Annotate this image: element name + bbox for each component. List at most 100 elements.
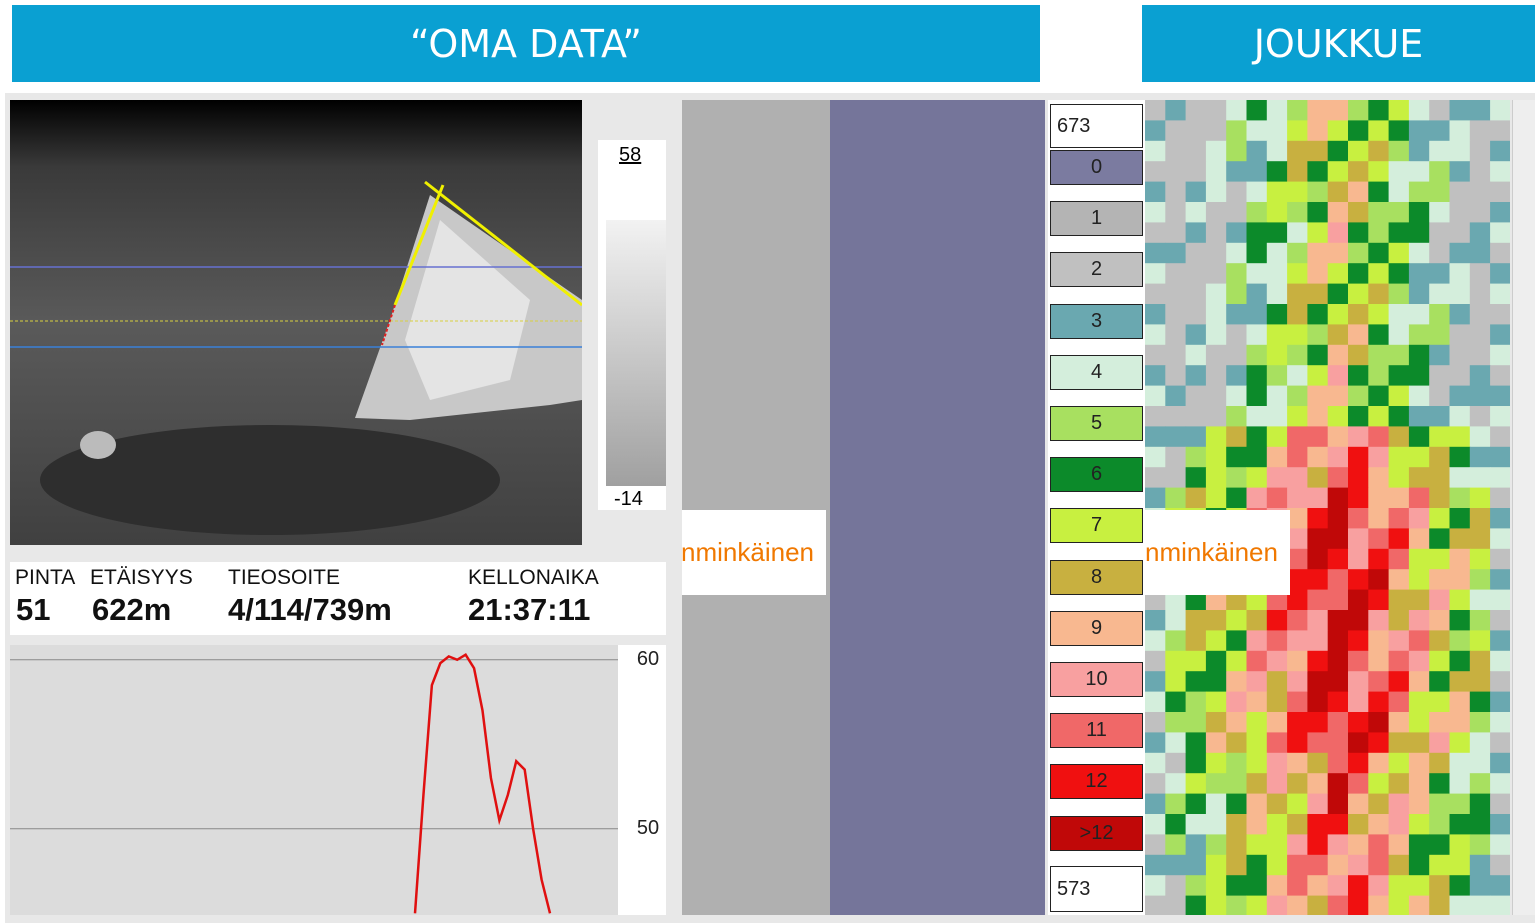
- heat-cell: [1327, 528, 1349, 550]
- heat-cell: [1348, 528, 1369, 550]
- heat-cell: [1307, 426, 1329, 448]
- heat-cell: [1266, 161, 1288, 183]
- heat-cell: [1388, 895, 1410, 915]
- heat-cell: [1226, 344, 1247, 366]
- heat-cell: [1226, 875, 1247, 897]
- heat-cell: [1307, 304, 1329, 325]
- heat-cell: [1226, 691, 1247, 713]
- heat-cell: [1287, 895, 1308, 915]
- heat-cell: [1185, 691, 1207, 713]
- heat-cell: [1327, 834, 1349, 856]
- scrollbar[interactable]: [1512, 100, 1535, 915]
- heat-cell: [1145, 406, 1166, 427]
- heat-cell: [1145, 242, 1166, 264]
- heat-cell: [1185, 202, 1207, 223]
- heat-cell: [1185, 467, 1207, 489]
- heat-cell: [1388, 671, 1410, 693]
- heat-cell: [1490, 222, 1510, 244]
- heat-cell: [1185, 671, 1207, 693]
- heat-cell: [1266, 895, 1288, 915]
- heat-cell: [1145, 712, 1166, 733]
- heat-cell: [1287, 712, 1308, 733]
- heat-cell: [1469, 263, 1491, 285]
- heat-cell: [1368, 365, 1390, 387]
- heat-cell: [1226, 854, 1247, 876]
- heat-cell: [1429, 895, 1450, 915]
- heat-cell: [1490, 242, 1510, 264]
- heat-cell: [1408, 283, 1430, 305]
- heat-cell: [1469, 222, 1491, 244]
- heat-cell: [1490, 834, 1510, 856]
- heat-cell: [1348, 548, 1369, 570]
- heat-cell: [1368, 814, 1390, 835]
- heat-cell: [1246, 691, 1268, 713]
- heat-cell: [1469, 834, 1491, 856]
- popup-text: nminkäinen: [1145, 537, 1278, 567]
- heat-cell: [1429, 446, 1450, 468]
- heat-cell: [1266, 875, 1288, 897]
- heat-cell: [1145, 650, 1166, 672]
- heat-cell: [1165, 161, 1187, 183]
- heat-cell: [1266, 222, 1288, 244]
- heat-cell: [1327, 610, 1349, 631]
- heat-cell: [1429, 691, 1450, 713]
- heat-cell: [1368, 691, 1390, 713]
- heat-cell: [1348, 406, 1369, 427]
- scale-min: -14: [614, 488, 643, 510]
- heat-cell: [1226, 610, 1247, 631]
- heat-cell: [1205, 140, 1227, 162]
- heat-cell: [1429, 304, 1450, 325]
- heat-cell: [1490, 671, 1510, 693]
- heat-cell: [1145, 181, 1166, 203]
- heat-cell: [1469, 712, 1491, 733]
- heat-cell: [1408, 406, 1430, 427]
- heat-cell: [1368, 263, 1390, 285]
- heat-cell: [1307, 814, 1329, 835]
- heat-cell: [1490, 283, 1510, 305]
- heat-cell: [1165, 610, 1187, 631]
- heat-cell: [1408, 671, 1430, 693]
- heat-cell: [1185, 426, 1207, 448]
- scale-max: 58: [619, 144, 642, 166]
- heat-cell: [1165, 732, 1187, 754]
- heat-cell: [1165, 487, 1187, 509]
- heat-cell: [1490, 324, 1510, 346]
- heat-cell: [1408, 854, 1430, 876]
- heat-cell: [1246, 263, 1268, 285]
- heat-cell: [1266, 834, 1288, 856]
- heat-cell: [1348, 426, 1369, 448]
- heat-cell: [1408, 202, 1430, 223]
- heat-cell: [1307, 120, 1329, 142]
- heat-cell: [1287, 793, 1308, 815]
- heat-cell: [1266, 304, 1288, 325]
- heat-cell: [1449, 895, 1471, 915]
- legend-box: 1: [1050, 201, 1143, 237]
- heat-cell: [1429, 548, 1450, 570]
- heat-cell: [1490, 304, 1510, 325]
- heat-cell: [1408, 426, 1430, 448]
- heat-cell: [1185, 406, 1207, 427]
- y-tick-label: 50: [637, 817, 659, 839]
- heat-cell: [1327, 406, 1349, 427]
- heat-cell: [1185, 161, 1207, 183]
- heat-cell: [1469, 100, 1491, 121]
- heat-cell: [1266, 732, 1288, 754]
- heat-cell: [1429, 569, 1450, 591]
- heat-cell: [1469, 814, 1491, 835]
- heat-cell: [1287, 140, 1308, 162]
- heat-cell: [1469, 630, 1491, 652]
- heat-cell: [1408, 875, 1430, 897]
- heat-cell: [1429, 283, 1450, 305]
- heat-cell: [1287, 120, 1308, 142]
- heat-cell: [1449, 100, 1471, 121]
- heat-cell: [1205, 691, 1227, 713]
- heat-cell: [1165, 181, 1187, 203]
- heat-cell: [1490, 528, 1510, 550]
- heat-cell: [1327, 712, 1349, 733]
- heat-cell: [1490, 773, 1510, 795]
- heat-cell: [1490, 712, 1510, 733]
- heat-cell: [1307, 650, 1329, 672]
- heat-cell: [1348, 446, 1369, 468]
- heat-cell: [1388, 814, 1410, 835]
- heat-cell: [1246, 140, 1268, 162]
